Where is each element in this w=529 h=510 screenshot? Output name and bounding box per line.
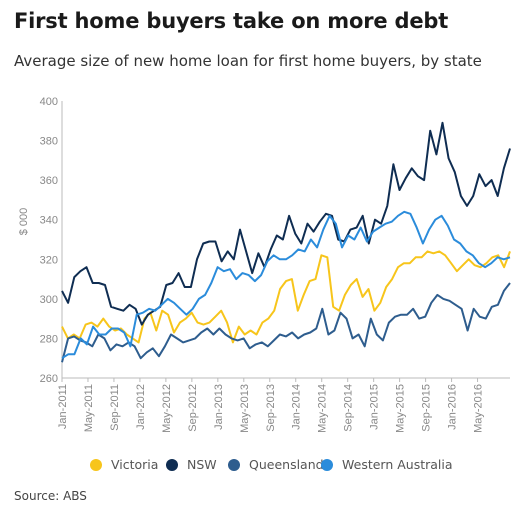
x-tick-label: May-2011 bbox=[83, 384, 95, 432]
legend-item: Queensland bbox=[228, 457, 324, 472]
x-tick-label: May-2015 bbox=[395, 384, 407, 433]
legend-label: Queensland bbox=[249, 457, 324, 472]
y-tick-label: 400 bbox=[40, 96, 58, 108]
x-tick-label: Jan-2016 bbox=[447, 384, 459, 430]
legend-swatch bbox=[228, 458, 240, 471]
legend-label: Victoria bbox=[111, 457, 159, 472]
x-tick-label: May-2014 bbox=[317, 384, 329, 433]
y-tick-label: 340 bbox=[40, 215, 58, 227]
x-tick-label: May-2013 bbox=[239, 384, 251, 433]
x-tick-label: Sep-2015 bbox=[421, 384, 433, 432]
source-note: Source: ABS bbox=[14, 489, 87, 503]
y-tick-label: 300 bbox=[40, 294, 58, 306]
x-tick-label: Jan-2011 bbox=[57, 384, 69, 429]
x-tick-label: Sep-2014 bbox=[343, 384, 355, 432]
x-tick-label: Jan-2014 bbox=[291, 384, 303, 430]
legend-label: NSW bbox=[187, 457, 217, 472]
series-line-queensland bbox=[61, 282, 511, 363]
y-tick-label: 380 bbox=[40, 136, 58, 148]
x-tick-label: May-2012 bbox=[161, 384, 173, 433]
series-line-victoria bbox=[61, 250, 511, 344]
y-tick-label: 360 bbox=[40, 175, 58, 187]
y-tick-label: 320 bbox=[40, 254, 58, 266]
legend-label: Western Australia bbox=[342, 457, 453, 472]
y-axis-label: $ 000 bbox=[18, 208, 30, 236]
legend-item: Victoria bbox=[90, 457, 158, 472]
chart-subtitle: Average size of new home loan for first … bbox=[14, 52, 482, 70]
x-tick-label: Sep-2013 bbox=[265, 384, 277, 432]
legend-swatch bbox=[90, 458, 102, 471]
legend-swatch bbox=[166, 458, 178, 471]
series-line-western-australia bbox=[61, 210, 511, 360]
x-tick-label: Jan-2013 bbox=[213, 384, 225, 430]
legend-item: Western Australia bbox=[321, 457, 453, 472]
x-tick-label: Jan-2015 bbox=[369, 384, 381, 430]
x-tick-label: May-2016 bbox=[473, 384, 485, 433]
x-tick-label: Jan-2012 bbox=[135, 384, 147, 430]
x-tick-label: Sep-2011 bbox=[109, 384, 121, 431]
legend-swatch bbox=[321, 458, 333, 471]
x-tick-label: Sep-2012 bbox=[187, 384, 199, 432]
series-line-nsw bbox=[61, 121, 511, 326]
chart-title: First home buyers take on more debt bbox=[14, 9, 449, 33]
y-tick-label: 260 bbox=[40, 373, 58, 385]
line-chart: 260 280 300 320 340 360 380 400 $ 000 Jan-2011 May… bbox=[18, 96, 511, 433]
legend-item: NSW bbox=[166, 457, 217, 472]
y-tick-label: 280 bbox=[40, 333, 58, 345]
